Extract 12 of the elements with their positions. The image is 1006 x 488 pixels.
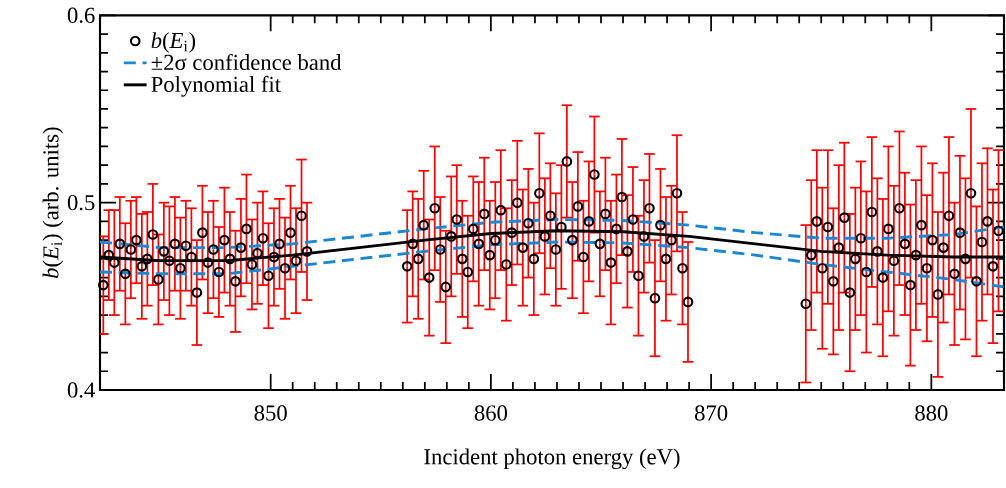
legend-label: Polynomial fit xyxy=(151,75,281,97)
legend-label: b(E$_{i}$) xyxy=(151,32,196,53)
x-tick-label: 860 xyxy=(474,405,508,421)
y-tick-label: 0.4 xyxy=(67,382,95,398)
y-axis-title: b(E$_{i}$) (arb. units) xyxy=(42,127,64,278)
y-tick-label: 0.5 xyxy=(67,194,95,211)
legend-label: ±2σ confidence band xyxy=(151,53,342,71)
x-tick-label: 880 xyxy=(915,405,948,421)
x-tick-label: 870 xyxy=(694,405,728,421)
x-axis-title: Incident photon energy (eV) xyxy=(424,448,680,470)
x-tick-label: 850 xyxy=(254,405,287,421)
y-tick-label: 0.6 xyxy=(67,7,95,24)
